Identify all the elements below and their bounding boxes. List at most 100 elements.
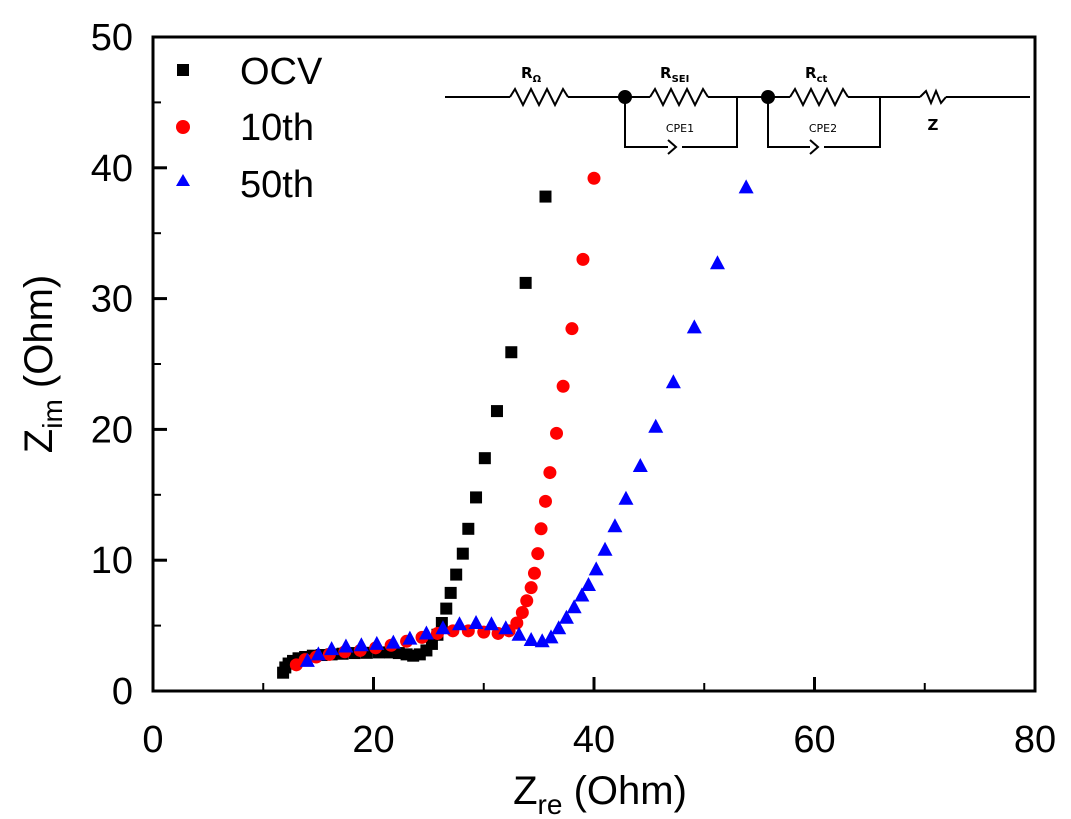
data-point-50th bbox=[435, 620, 451, 635]
data-point-50th bbox=[709, 255, 725, 270]
x-axis-tick-labels: 0 20 40 60 80 bbox=[142, 719, 1056, 761]
resistor-r-sei bbox=[649, 86, 709, 108]
resistor-r-ohm bbox=[509, 86, 569, 108]
data-point-ocv bbox=[456, 547, 469, 560]
resistor-r-ct bbox=[789, 86, 849, 108]
data-point-50th bbox=[483, 616, 499, 631]
data-point-50th bbox=[468, 614, 484, 629]
data-point-50th bbox=[511, 626, 527, 641]
data-point-10th bbox=[550, 426, 564, 440]
y-axis-title: Zim (Ohm) bbox=[17, 275, 68, 453]
data-point-50th bbox=[523, 631, 539, 646]
data-point-10th bbox=[515, 606, 529, 620]
data-point-ocv bbox=[539, 190, 552, 203]
data-point-ocv bbox=[440, 602, 453, 615]
cpe2-element bbox=[809, 139, 820, 155]
data-point-10th bbox=[524, 581, 538, 595]
data-point-50th bbox=[558, 609, 574, 624]
data-point-50th bbox=[738, 179, 754, 194]
legend-marker-50th bbox=[176, 174, 190, 186]
y-tick-label: 0 bbox=[112, 671, 133, 713]
x-tick-label: 40 bbox=[573, 719, 615, 761]
y-tick-label: 50 bbox=[91, 17, 133, 59]
data-point-50th bbox=[338, 638, 354, 653]
data-point-50th bbox=[369, 635, 385, 650]
cpe2-branch bbox=[767, 97, 810, 148]
data-point-ocv bbox=[478, 452, 491, 465]
cpe1-branch bbox=[624, 97, 668, 148]
y-tick-label: 30 bbox=[91, 279, 133, 321]
legend: OCV 10th 50th bbox=[176, 51, 323, 206]
data-point-50th bbox=[324, 641, 340, 656]
data-point-50th bbox=[534, 633, 550, 648]
data-point-10th bbox=[556, 379, 570, 393]
data-point-50th bbox=[402, 630, 418, 645]
data-points bbox=[277, 171, 754, 679]
data-point-50th bbox=[498, 620, 514, 635]
series-ocv bbox=[277, 190, 552, 679]
cpe2-branch bbox=[824, 97, 881, 148]
data-point-50th bbox=[385, 634, 401, 649]
data-point-ocv bbox=[505, 346, 518, 359]
label-r-ohm: RΩ bbox=[521, 64, 542, 85]
data-point-50th bbox=[451, 616, 467, 631]
data-point-ocv bbox=[470, 491, 483, 504]
data-point-50th bbox=[310, 646, 326, 661]
data-point-50th bbox=[574, 587, 590, 602]
data-point-10th bbox=[520, 594, 534, 608]
x-tick-label: 0 bbox=[142, 719, 163, 761]
data-point-50th bbox=[588, 561, 604, 576]
data-point-50th bbox=[665, 374, 681, 389]
data-point-50th bbox=[580, 577, 596, 592]
axis-ticks bbox=[151, 35, 1037, 693]
data-point-50th bbox=[618, 490, 634, 505]
data-point-ocv bbox=[425, 637, 438, 650]
y-tick-label: 40 bbox=[91, 148, 133, 190]
cpe1-element bbox=[667, 139, 678, 155]
data-point-50th bbox=[299, 652, 315, 667]
data-point-50th bbox=[632, 458, 648, 473]
label-r-sei: RSEI bbox=[660, 64, 689, 85]
x-tick-label: 20 bbox=[352, 719, 394, 761]
cpe1-branch bbox=[682, 97, 738, 148]
data-point-10th bbox=[534, 522, 548, 536]
data-point-10th bbox=[531, 547, 545, 561]
series-50th bbox=[299, 179, 754, 667]
label-cpe2: CPE2 bbox=[809, 122, 837, 135]
warburg-element bbox=[919, 88, 947, 106]
data-point-ocv bbox=[519, 276, 532, 289]
x-tick-label: 80 bbox=[1014, 719, 1056, 761]
data-point-10th bbox=[587, 171, 601, 185]
label-r-ct: Rct bbox=[805, 64, 827, 85]
data-point-50th bbox=[418, 625, 434, 640]
y-tick-label: 10 bbox=[91, 540, 133, 582]
data-point-50th bbox=[597, 541, 613, 556]
y-tick-label: 20 bbox=[91, 409, 133, 451]
data-point-10th bbox=[565, 322, 579, 336]
label-cpe1: CPE1 bbox=[666, 122, 694, 135]
data-point-ocv bbox=[462, 522, 475, 535]
data-point-50th bbox=[551, 620, 567, 635]
data-point-10th bbox=[543, 466, 557, 480]
legend-marker-10th bbox=[176, 120, 190, 134]
x-tick-label: 60 bbox=[793, 719, 835, 761]
data-point-10th bbox=[527, 566, 541, 580]
data-point-50th bbox=[648, 418, 664, 433]
data-point-ocv bbox=[444, 586, 457, 599]
data-point-10th bbox=[510, 616, 524, 630]
data-point-50th bbox=[686, 319, 702, 334]
label-z: Z bbox=[928, 116, 939, 134]
data-point-10th bbox=[576, 252, 590, 266]
equivalent-circuit bbox=[445, 86, 1030, 155]
data-point-50th bbox=[353, 637, 369, 652]
data-point-50th bbox=[543, 629, 559, 644]
legend-marker-ocv bbox=[177, 64, 189, 76]
y-axis-tick-labels: 0 10 20 30 40 50 bbox=[91, 17, 133, 713]
legend-label-ocv: OCV bbox=[240, 51, 323, 93]
data-point-ocv bbox=[490, 405, 503, 418]
x-axis-title: Zre (Ohm) bbox=[513, 769, 687, 819]
data-point-50th bbox=[566, 599, 582, 614]
data-point-10th bbox=[538, 494, 552, 508]
legend-label-50th: 50th bbox=[240, 164, 314, 206]
